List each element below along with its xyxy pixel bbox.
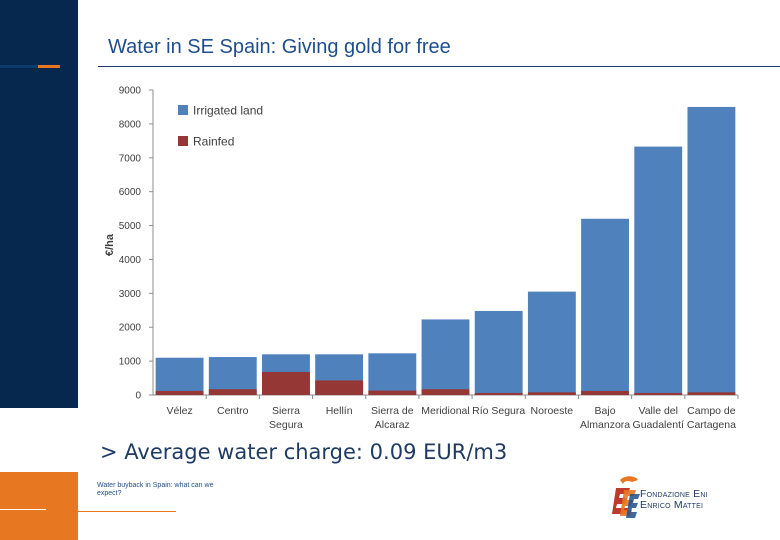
bar-irrigated-4 [368,353,417,395]
x-tick-label: Valle del [638,405,678,417]
bar-irrigated-7 [527,291,576,395]
bar-rainfed-0 [155,390,204,395]
y-tick-label: 8000 [119,119,142,130]
bar-irrigated-5 [421,319,470,395]
stacked-bar-chart: 0 1000 2000 3000 4000 5000 6000 7000 8000 9000 €/h… [104,86,739,431]
x-tick-label: Centro [217,405,249,417]
footer-orange-block [0,472,78,540]
bar-rainfed-10 [687,392,736,395]
bar-irrigated-10 [687,106,736,395]
x-tick-label: Bajo [595,405,616,417]
y-tick-label: 7000 [119,153,142,164]
legend-label: Rainfed [193,135,234,149]
bar-irrigated-6 [474,310,523,395]
bar-rainfed-1 [208,389,257,395]
title-divider [98,66,780,67]
legend-swatch [178,136,188,146]
bar-irrigated-1 [208,357,257,395]
x-tick-label: Sierra de [371,405,414,417]
fondazione-eni-logo [612,476,640,518]
bar-rainfed-5 [421,389,470,395]
bar-rainfed-8 [581,390,629,395]
x-tick-label: Guadalentí [633,419,684,431]
x-tick-label: Noroeste [531,405,574,417]
bar-rainfed-9 [634,392,683,395]
y-axis-label: €/ha [104,233,116,256]
logo-wordmark: Fondazione Eni Enrico Mattei [640,489,708,511]
x-tick-label: Cartagena [687,419,736,431]
footer-divider-white [0,509,46,510]
slide-title: Water in SE Spain: Giving gold for free [108,36,451,58]
bar-irrigated-0 [155,357,204,395]
y-tick-label: 9000 [119,86,142,97]
y-tick-label: 0 [135,391,141,402]
y-tick-label: 6000 [119,187,142,198]
x-tick-label: Río Segura [472,405,525,417]
y-tick-label: 2000 [119,323,142,334]
y-tick-label: 4000 [119,255,142,266]
y-tick-label: 5000 [119,221,142,232]
bar-rainfed-3 [315,380,364,395]
x-tick-label: Almanzora [580,419,630,431]
y-tick-label: 1000 [119,357,142,368]
x-tick-label: Vélez [166,405,192,417]
bar-rainfed-4 [368,390,417,395]
y-tick-label: 3000 [119,289,142,300]
footer-divider-orange [78,511,176,512]
logo-mark-icon [612,476,640,518]
x-tick-label: Campo de [687,405,736,417]
bullet-average-water-charge: > Average water charge: 0.09 EUR/m3 [100,440,508,464]
legend-swatch [178,105,188,115]
bar-rainfed-6 [474,392,523,395]
left-accent-dark-bar [0,65,38,68]
bar-rainfed-7 [527,392,576,395]
x-tick-label: Meridional [421,405,469,417]
logo-line-2: Enrico Mattei [640,499,704,511]
bar-rainfed-2 [262,371,310,395]
legend-label: Irrigated land [193,104,263,118]
footer-caption: Water buyback in Spain: what can we expe… [97,482,214,497]
logo-line-1: Fondazione Eni [640,488,708,500]
left-sidebar-band [0,0,78,408]
bar-irrigated-8 [581,218,629,395]
x-tick-label: Hellín [326,405,353,417]
x-tick-label: Alcaraz [375,419,410,431]
x-tick-label: Sierra [272,405,300,417]
bar-irrigated-9 [634,146,683,395]
x-tick-label: Segura [269,419,303,431]
